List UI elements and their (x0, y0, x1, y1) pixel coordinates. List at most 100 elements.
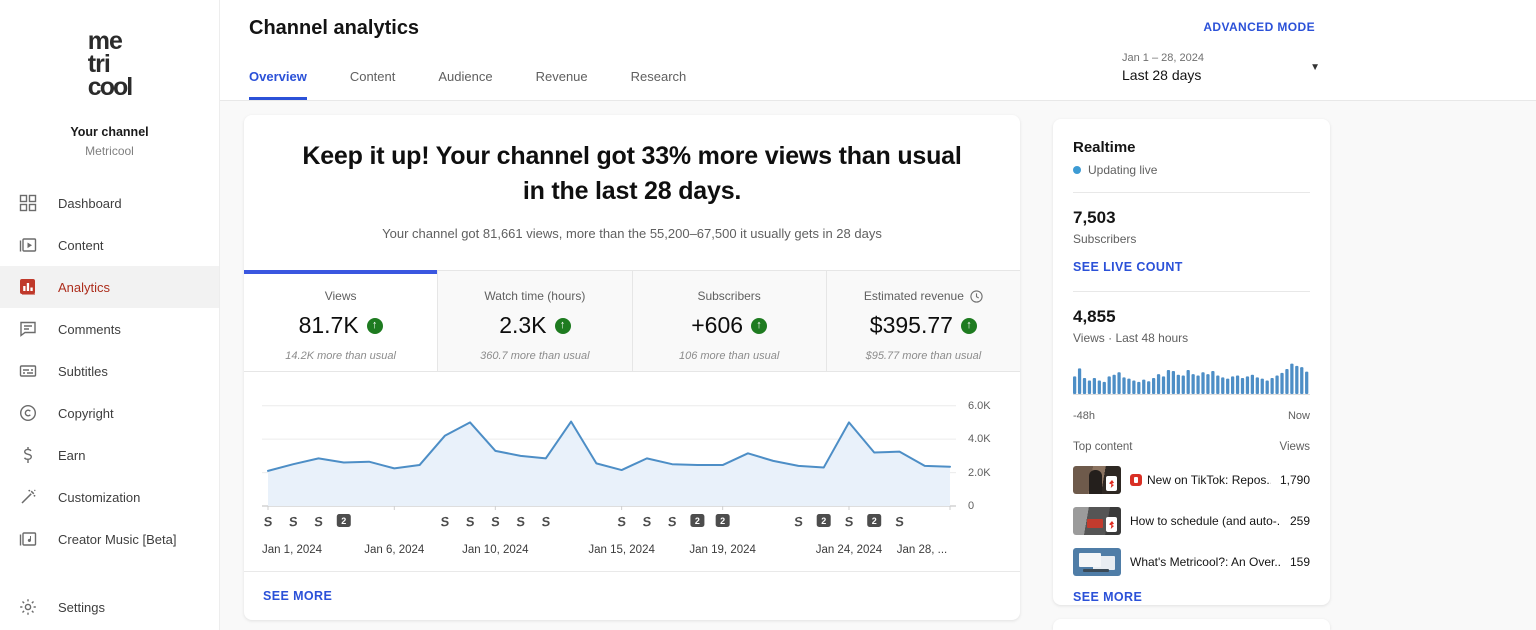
content-icon (19, 236, 37, 254)
svg-text:2: 2 (872, 516, 877, 526)
video-title: How to schedule (and auto-... (1130, 514, 1281, 528)
sidebar-item-comments[interactable]: Comments (0, 308, 219, 350)
analytics-tabs: Overview Content Audience Revenue Resear… (249, 69, 729, 100)
advanced-mode-link[interactable]: ADVANCED MODE (1203, 20, 1315, 34)
metric-tab-watch-time[interactable]: Watch time (hours) 2.3K ↑ 360.7 more than… (437, 271, 632, 371)
metric-value: 81.7K (298, 312, 359, 338)
shorts-upload-marker-icon[interactable]: S (465, 513, 476, 529)
up-arrow-icon: ↑ (366, 317, 383, 334)
sidebar-item-earn[interactable]: Earn (0, 434, 219, 476)
divider (1073, 291, 1310, 292)
realtime-bar (1255, 377, 1259, 394)
realtime-bar (1171, 370, 1176, 394)
tab-content[interactable]: Content (349, 69, 396, 84)
metric-delta: 14.2K more than usual (285, 350, 396, 362)
shorts-upload-marker-icon[interactable]: S (641, 513, 652, 529)
shorts-upload-marker-icon[interactable]: S (313, 513, 324, 529)
metric-tab-estimated-revenue[interactable]: Estimated revenue $395.77 ↑ $95.77 more t… (825, 271, 1020, 371)
realtime-bar (1226, 378, 1230, 394)
realtime-bar (1122, 377, 1126, 394)
shorts-upload-marker-icon[interactable]: S (288, 513, 299, 529)
realtime-bar (1132, 380, 1136, 394)
sidebar-item-customization[interactable]: Customization (0, 476, 219, 518)
tab-overview[interactable]: Overview (249, 69, 307, 100)
realtime-bar (1156, 374, 1161, 394)
sidebar-item-label: Customization (58, 489, 141, 505)
sidebar-item-settings[interactable]: Settings (0, 586, 218, 628)
shorts-upload-marker-icon[interactable]: S (793, 513, 804, 529)
realtime-bar (1181, 375, 1185, 394)
logo-line: tri (87, 50, 111, 78)
divider (1073, 192, 1310, 193)
shorts-upload-marker-icon[interactable]: S (515, 513, 526, 529)
upload-count-marker[interactable] (336, 514, 351, 527)
video-title: New on TikTok: Repos... (1147, 473, 1271, 487)
shorts-upload-marker-icon[interactable]: S (894, 513, 905, 529)
realtime-bar (1152, 378, 1156, 394)
shorts-upload-marker-icon[interactable]: S (540, 513, 551, 529)
shorts-upload-marker-icon[interactable]: S (616, 513, 627, 529)
date-range-picker[interactable]: Jan 1 – 28, 2024 Last 28 days ▼ (1122, 52, 1320, 83)
video-views: 259 (1289, 514, 1310, 528)
shorts-upload-marker-icon[interactable]: S (439, 513, 450, 529)
card-footer: SEE MORE (244, 571, 1020, 620)
comments-icon (19, 320, 37, 338)
realtime-bar (1235, 375, 1240, 394)
metric-label: Views (324, 289, 357, 303)
insight-headline: Keep it up! Your channel got 33% more vi… (302, 142, 962, 205)
see-more-link[interactable]: SEE MORE (263, 589, 333, 603)
shorts-upload-marker-icon[interactable]: S (490, 513, 501, 529)
video-title: What's Metricool?: An Over... (1130, 555, 1281, 569)
upload-count-marker[interactable] (816, 514, 831, 527)
see-live-count-link[interactable]: SEE LIVE COUNT (1073, 260, 1183, 274)
views-column-header: Views (1279, 441, 1310, 453)
realtime-bar (1265, 380, 1269, 394)
live-dot-icon (1073, 166, 1081, 174)
sidebar-item-subtitles[interactable]: Subtitles (0, 350, 219, 392)
top-content-row[interactable]: What's Metricool?: An Over... 159 (1073, 548, 1310, 576)
shorts-upload-marker-icon[interactable]: S (263, 513, 274, 529)
tab-audience[interactable]: Audience (438, 69, 493, 84)
video-thumbnail (1073, 507, 1121, 535)
sidebar-item-creator-music[interactable]: Creator Music [Beta] (0, 518, 219, 560)
realtime-bar (1206, 374, 1210, 394)
video-thumbnail (1073, 466, 1121, 494)
up-arrow-icon: ↑ (751, 317, 768, 334)
upload-count-marker[interactable] (867, 514, 882, 527)
sidebar-item-dashboard[interactable]: Dashboard (0, 182, 219, 224)
svg-text:2: 2 (821, 516, 826, 526)
upload-count-marker[interactable] (690, 514, 705, 527)
realtime-see-more-link[interactable]: SEE MORE (1073, 590, 1143, 604)
realtime-bar (1231, 376, 1235, 394)
top-content-row[interactable]: New on TikTok: Repos... 1,790 (1073, 466, 1310, 494)
upload-count-marker[interactable] (715, 514, 730, 527)
sidebar-item-label: Comments (58, 321, 121, 337)
metric-label: Watch time (hours) (484, 289, 586, 303)
metric-tab-views[interactable]: Views 81.7K ↑ 14.2K more than usual (244, 270, 438, 371)
metric-tab-subscribers[interactable]: Subscribers +606 ↑ 106 more than usual (631, 271, 826, 371)
realtime-bar (1196, 375, 1200, 394)
sidebar-item-content[interactable]: Content (0, 224, 219, 266)
metric-delta: $95.77 more than usual (865, 350, 982, 362)
copyright-icon (19, 404, 37, 422)
insight-subheadline: Your channel got 81,661 views, more than… (382, 226, 882, 241)
overview-card: Keep it up! Your channel got 33% more vi… (244, 115, 1020, 620)
tab-research[interactable]: Research (630, 69, 687, 84)
shorts-upload-marker-icon[interactable]: S (667, 513, 678, 529)
sidebar-item-analytics[interactable]: Analytics (0, 266, 219, 308)
chevron-down-icon: ▼ (1310, 62, 1320, 73)
tab-revenue[interactable]: Revenue (535, 69, 588, 84)
top-content-row[interactable]: How to schedule (and auto-... 259 (1073, 507, 1310, 535)
realtime-subscribers-value: 7,503 (1073, 208, 1116, 227)
sidebar-item-copyright[interactable]: Copyright (0, 392, 219, 434)
metric-value: $395.77 (869, 312, 953, 338)
y-tick-label: 0 (968, 500, 975, 512)
dashboard-icon (19, 194, 37, 212)
clock-icon (970, 289, 983, 303)
realtime-bar (1073, 376, 1077, 394)
shorts-upload-marker-icon[interactable]: S (844, 513, 855, 529)
x-tick-label: Jan 1, 2024 (261, 544, 323, 556)
x-tick-label: Jan 15, 2024 (588, 544, 655, 556)
